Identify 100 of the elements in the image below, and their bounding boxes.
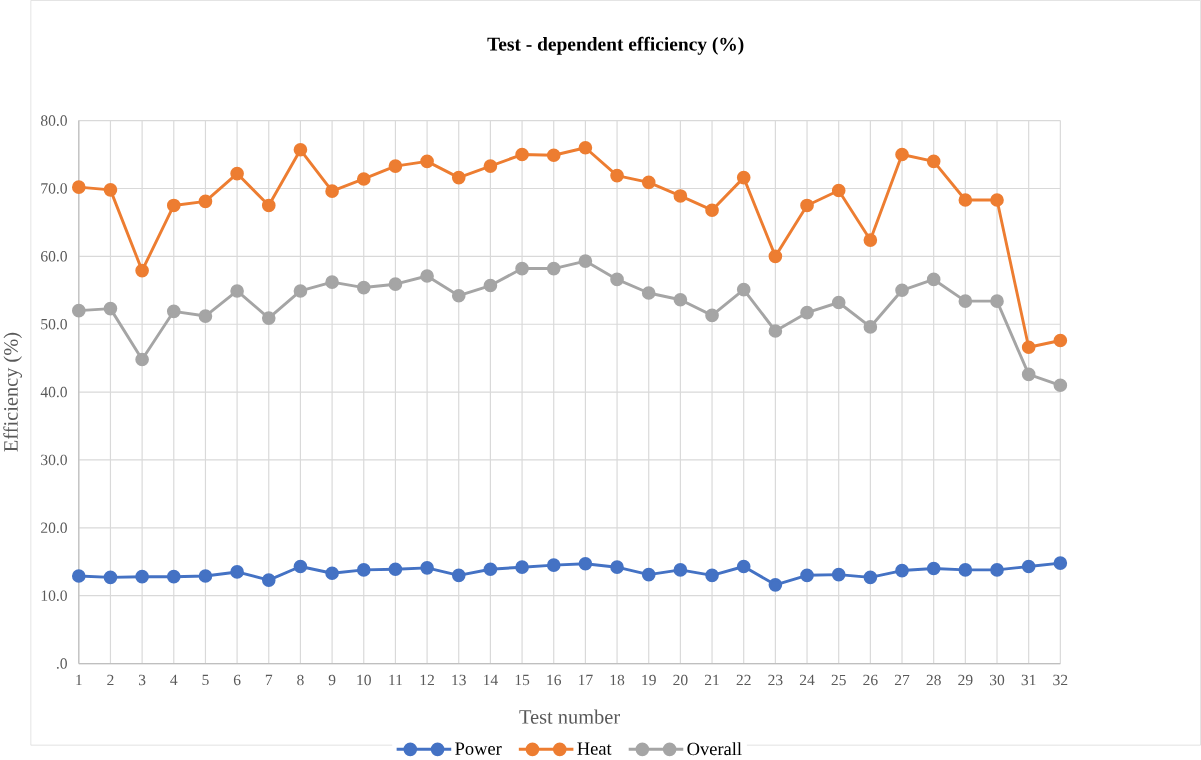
point (166, 569, 181, 584)
x-tick-label: 27 (894, 674, 910, 685)
point (831, 295, 846, 310)
point (103, 182, 118, 197)
point (325, 184, 339, 198)
point (546, 261, 561, 276)
point (673, 292, 688, 307)
point (325, 566, 339, 580)
point (768, 577, 783, 592)
point (388, 562, 403, 576)
point (705, 203, 719, 217)
x-tick-label: 31 (1021, 674, 1036, 686)
point (895, 147, 909, 162)
point (578, 140, 593, 155)
point (388, 159, 403, 173)
point (610, 168, 624, 183)
point (135, 352, 149, 367)
point (705, 568, 719, 582)
point (958, 562, 973, 577)
point (198, 194, 213, 209)
point (515, 261, 529, 276)
point (673, 188, 688, 203)
point (261, 311, 276, 325)
point (515, 147, 529, 162)
x-tick-label: 5 (202, 674, 209, 685)
point (768, 324, 783, 338)
point (1053, 556, 1068, 570)
point (451, 170, 466, 185)
point (293, 559, 308, 574)
point (1021, 367, 1036, 382)
point (990, 193, 1004, 207)
x-tick-label: 17 (579, 674, 593, 685)
point (610, 272, 624, 287)
x-tick-label: 32 (1053, 674, 1068, 686)
x-tick-label: 10 (357, 674, 371, 686)
point (641, 175, 656, 190)
y-tick-label: 80.0 (40, 115, 67, 126)
point (705, 308, 719, 323)
y-axis-title: Efficiency (%) (3, 332, 22, 452)
point (800, 568, 814, 582)
point (166, 198, 181, 213)
point (135, 263, 149, 278)
point (230, 283, 244, 298)
point (610, 560, 624, 574)
x-tick-label: 25 (831, 674, 846, 686)
x-tick-label: 20 (673, 674, 688, 686)
x-tick-label: 12 (420, 674, 434, 685)
point (1053, 333, 1068, 348)
y-tick-label: .0 (56, 658, 67, 669)
point (420, 269, 434, 283)
y-tick-label: 30.0 (41, 454, 67, 466)
point (356, 562, 371, 577)
point (103, 301, 118, 316)
point (578, 556, 593, 571)
point (198, 309, 213, 323)
x-tick-label: 13 (452, 674, 466, 686)
x-tick-label: 16 (547, 674, 562, 686)
point (736, 170, 751, 185)
legend-label: Heat (577, 742, 612, 755)
x-tick-label: 15 (515, 674, 530, 686)
point (71, 180, 86, 194)
point (71, 303, 86, 318)
point (831, 567, 846, 582)
point (420, 154, 434, 168)
point (230, 166, 244, 181)
x-tick-label: 8 (297, 674, 304, 686)
point (103, 570, 118, 585)
y-tick-label: 20.0 (41, 522, 67, 533)
point (958, 193, 973, 207)
point (990, 562, 1004, 577)
point (135, 569, 149, 584)
point (166, 304, 181, 318)
x-tick-label: 22 (736, 674, 751, 685)
point (831, 183, 846, 198)
point (325, 275, 339, 289)
x-tick-label: 1 (76, 674, 82, 685)
legend-label: Overall (687, 742, 742, 756)
point (641, 567, 656, 582)
point (863, 570, 878, 585)
x-tick-label: 19 (642, 674, 656, 686)
point (641, 286, 656, 300)
point (736, 282, 751, 297)
point (863, 319, 878, 334)
x-tick-label: 18 (610, 674, 625, 686)
point (578, 254, 593, 268)
y-tick-label: 40.0 (40, 386, 67, 398)
x-tick-label: 24 (799, 674, 815, 685)
point (863, 233, 878, 247)
point (895, 283, 909, 297)
point (926, 154, 941, 168)
point (800, 305, 814, 320)
chart-title: Test - dependent efficiency (%) (487, 36, 744, 55)
x-tick-label: 14 (484, 674, 498, 685)
point (420, 560, 434, 575)
point (261, 573, 276, 587)
point (768, 249, 783, 263)
x-tick-label: 26 (863, 674, 878, 686)
x-tick-label: 23 (768, 674, 783, 686)
point (388, 277, 403, 291)
point (451, 288, 466, 303)
